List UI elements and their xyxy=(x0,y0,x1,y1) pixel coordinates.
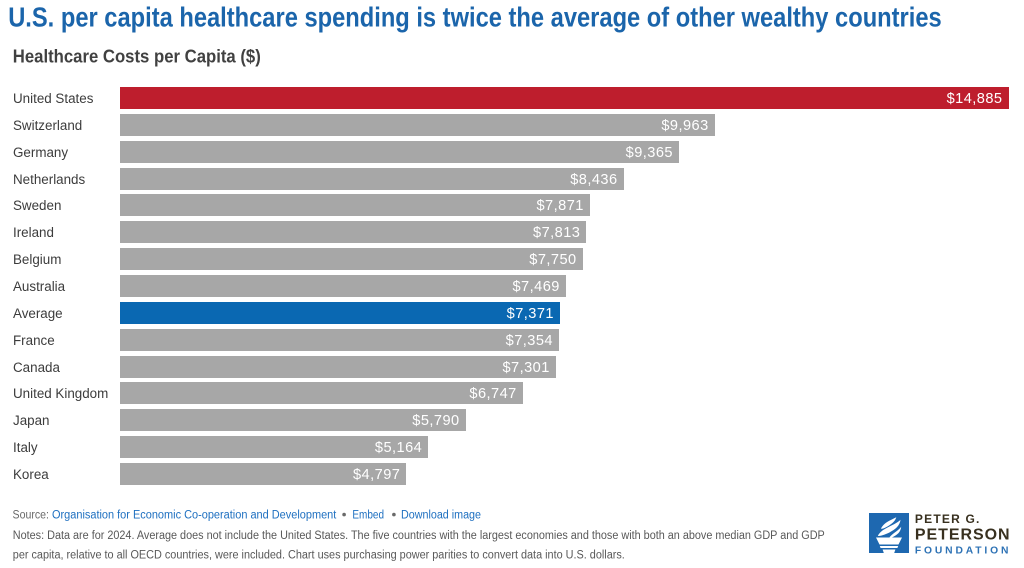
svg-text:Notes: Data are for 2024. Aver: Notes: Data are for 2024. Average does n… xyxy=(13,530,825,542)
svg-text:U.S. per capita healthcare spe: U.S. per capita healthcare spending is t… xyxy=(8,1,942,32)
svg-text:Source:: Source: xyxy=(13,510,50,522)
svg-text:Organisation for Economic Co-o: Organisation for Economic Co-operation a… xyxy=(52,510,337,522)
svg-text:Healthcare Costs per Capita ($: Healthcare Costs per Capita ($) xyxy=(13,47,261,67)
svg-text:Embed: Embed xyxy=(352,510,384,522)
svg-text:per capita, relative to all OE: per capita, relative to all OECD countri… xyxy=(13,550,625,562)
svg-text:FOUNDATION: FOUNDATION xyxy=(915,545,1009,556)
svg-text:Download image: Download image xyxy=(401,510,481,522)
svg-text:PETERSON: PETERSON xyxy=(915,526,1010,543)
svg-text:PETER G.: PETER G. xyxy=(915,513,980,526)
